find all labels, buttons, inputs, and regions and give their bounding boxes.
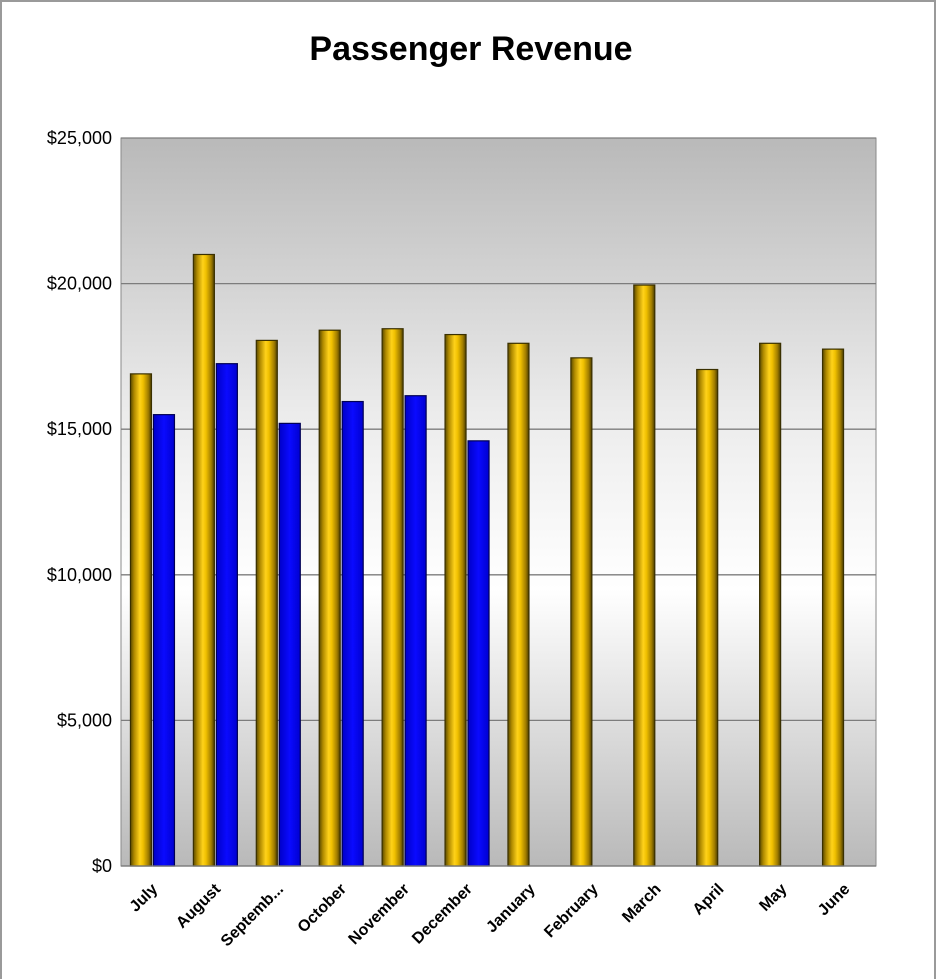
bar-series-1: [255, 339, 278, 867]
x-tick-label: October: [295, 881, 350, 936]
x-tick-label: August: [173, 880, 224, 931]
bar-series-1: [444, 333, 467, 867]
x-tick-label: Septemb...: [218, 881, 287, 950]
x-tick-label: December: [409, 881, 476, 948]
x-tick-label: May: [756, 881, 790, 915]
y-tick-label: $0: [92, 856, 112, 876]
bar-series-1: [318, 329, 341, 867]
bar-series-2: [404, 395, 427, 867]
bar-series-2: [467, 440, 490, 867]
bar-series-1: [507, 342, 530, 867]
y-tick-label: $5,000: [57, 710, 112, 730]
bar-series-1: [696, 368, 719, 867]
y-axis: $0 $5,000 $10,000 $15,000 $20,000 $25,000: [47, 128, 112, 876]
bars: [129, 253, 845, 867]
bar-series-2: [278, 422, 301, 867]
bar-series-1: [759, 342, 782, 867]
bar-series-1: [192, 253, 215, 867]
x-tick-label: January: [483, 881, 538, 936]
x-tick-label: April: [690, 881, 728, 919]
y-tick-label: $20,000: [47, 274, 112, 294]
bar-series-2: [215, 363, 238, 867]
bar-series-1: [633, 284, 656, 867]
x-tick-label: June: [815, 881, 853, 919]
y-tick-label: $25,000: [47, 128, 112, 148]
bar-series-2: [341, 400, 364, 867]
plot-area: [120, 137, 877, 867]
y-tick-label: $15,000: [47, 419, 112, 439]
y-tick-label: $10,000: [47, 565, 112, 585]
bar-series-1: [570, 357, 593, 867]
bar-series-1: [381, 328, 404, 867]
x-tick-label: February: [541, 881, 602, 942]
bar-series-2: [152, 414, 176, 867]
x-tick-label: March: [619, 881, 664, 926]
chart-title: Passenger Revenue: [309, 30, 633, 68]
bar-series-1: [129, 373, 153, 867]
bar-series-1: [821, 348, 845, 867]
x-tick-label: July: [127, 881, 162, 916]
x-tick-label: November: [346, 881, 413, 948]
